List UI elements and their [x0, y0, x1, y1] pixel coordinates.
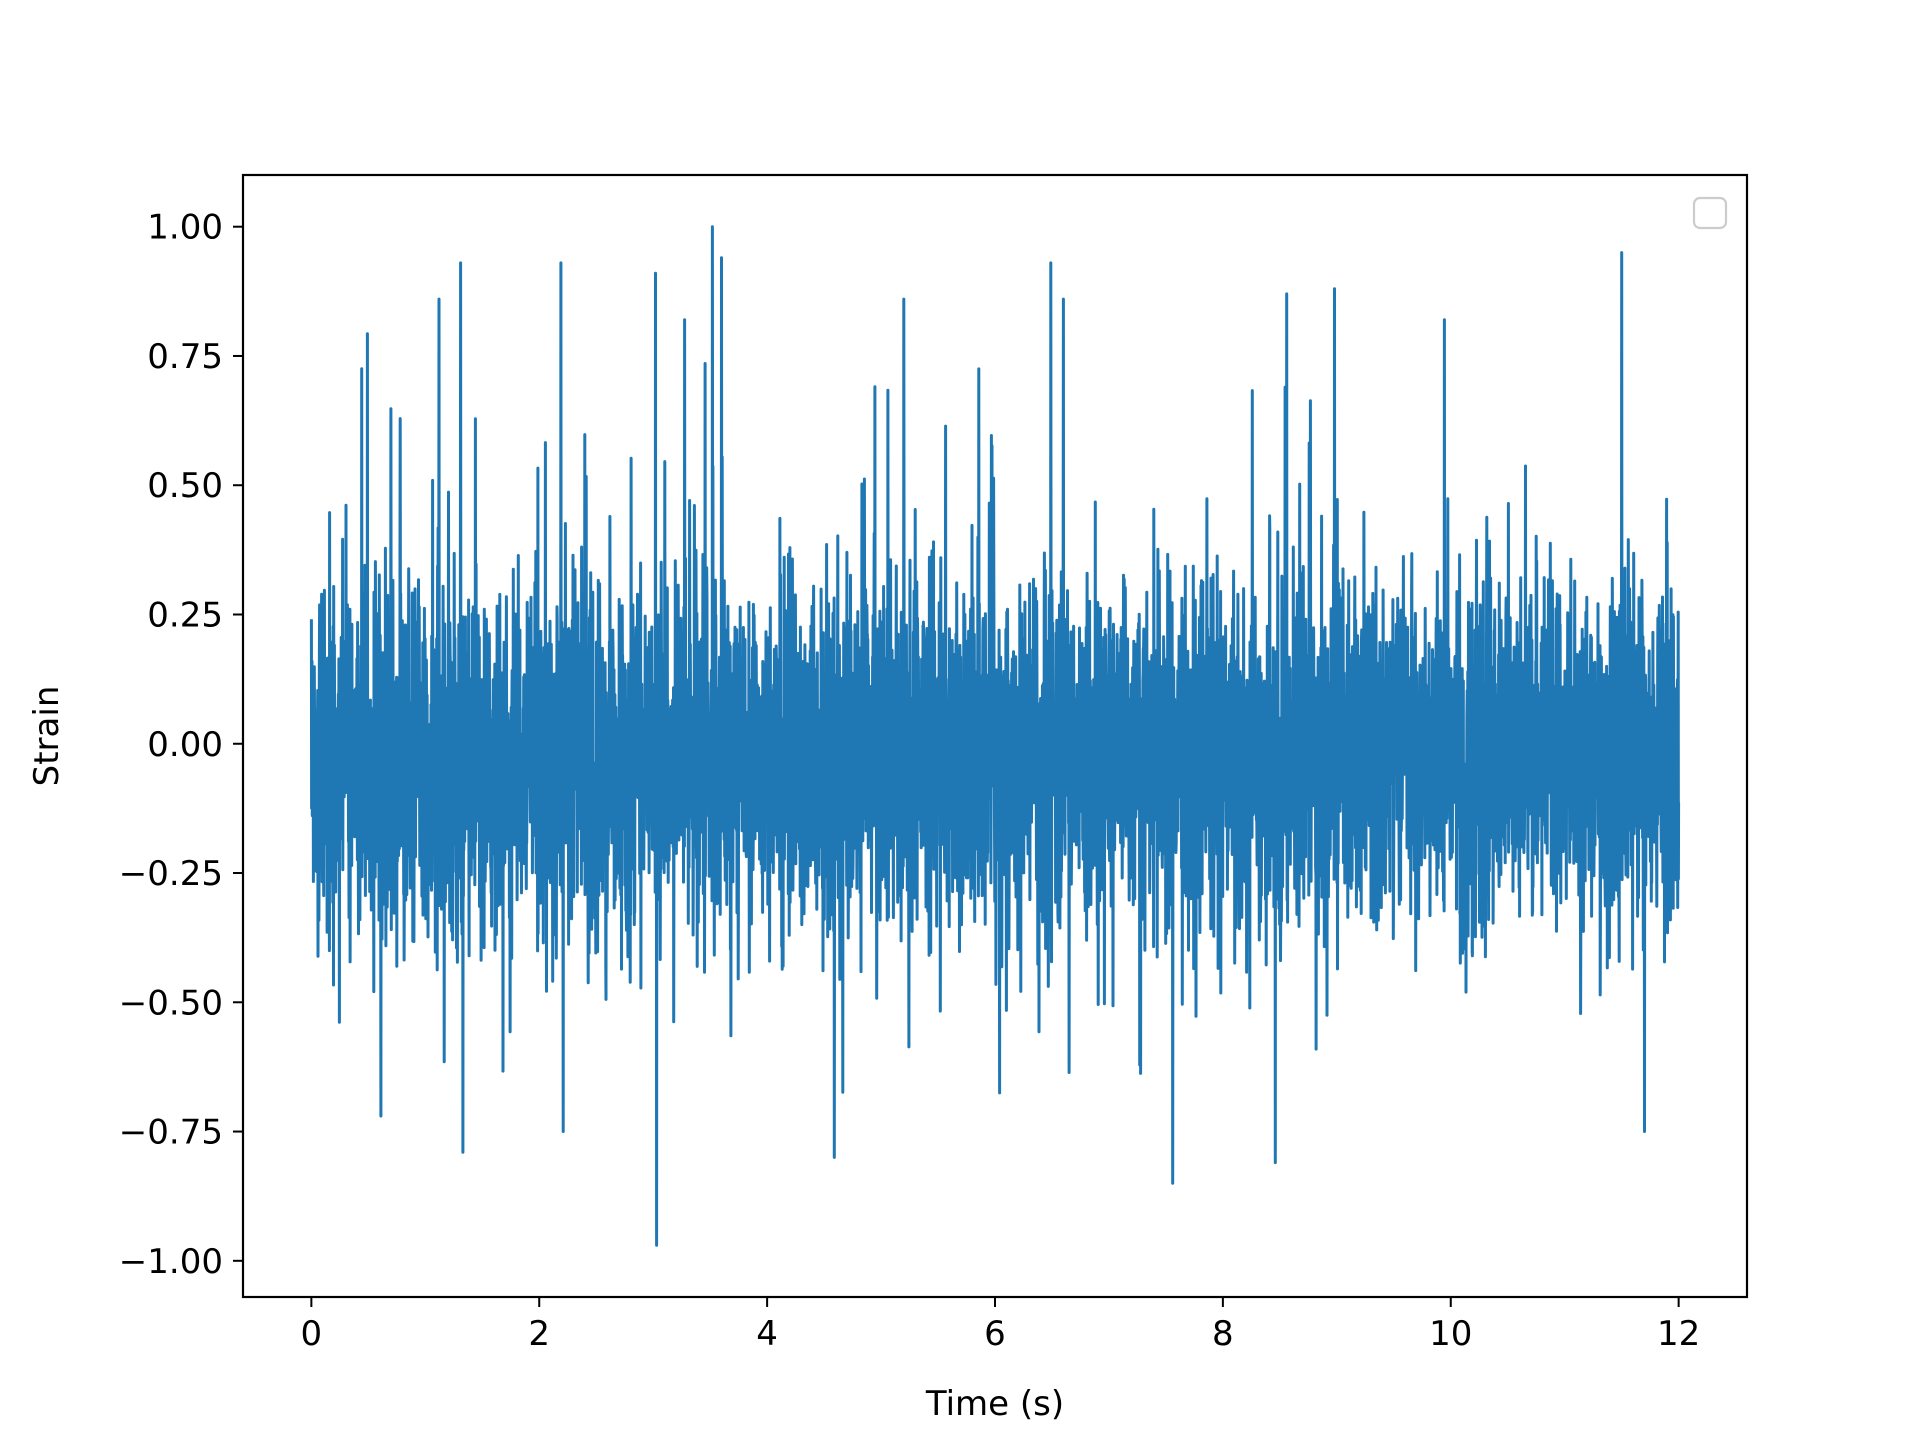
y-tick-label: 0.00: [147, 725, 223, 765]
y-tick-label: 0.25: [147, 595, 223, 635]
y-tick-label: −0.75: [119, 1113, 223, 1153]
y-tick-label: −0.50: [119, 983, 223, 1023]
x-tick-label: 10: [1429, 1314, 1472, 1354]
y-tick-label: 0.75: [147, 337, 223, 377]
x-tick-label: 4: [756, 1314, 778, 1354]
y-tick-label: −0.25: [119, 854, 223, 894]
y-axis-label: Strain: [27, 686, 67, 787]
x-tick-label: 8: [1212, 1314, 1234, 1354]
x-axis-label: Time (s): [925, 1384, 1064, 1424]
x-axis: 0 2 4 6 8 10 12: [301, 1297, 1700, 1354]
series-layer: [309, 225, 1681, 1247]
y-axis: 1.00 0.75 0.50 0.25 0.00 −0.25 −0.50 −0.75 −1.00: [119, 208, 243, 1282]
y-tick-label: 0.50: [147, 466, 223, 506]
x-tick-label: 6: [984, 1314, 1006, 1354]
x-tick-label: 0: [301, 1314, 323, 1354]
legend-box: [1692, 196, 1728, 230]
y-tick-label: −1.00: [119, 1242, 223, 1282]
x-tick-label: 12: [1657, 1314, 1700, 1354]
strain-series-line: [309, 225, 1681, 1247]
y-tick-label: 1.00: [147, 208, 223, 248]
x-tick-label: 2: [528, 1314, 550, 1354]
